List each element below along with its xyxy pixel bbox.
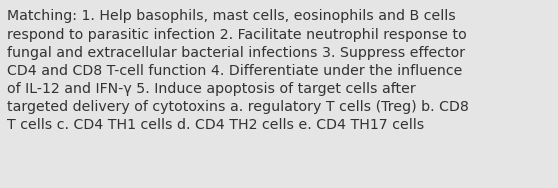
Text: Matching: 1. Help basophils, mast cells, eosinophils and B cells
respond to para: Matching: 1. Help basophils, mast cells,…	[7, 9, 469, 133]
